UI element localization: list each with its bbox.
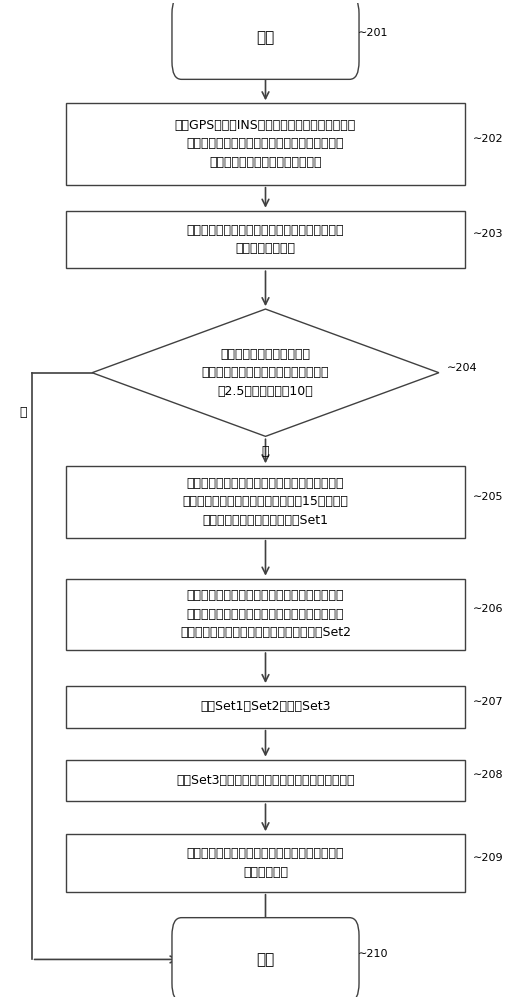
Text: ∼201: ∼201 bbox=[357, 28, 388, 38]
Text: 开始: 开始 bbox=[256, 30, 275, 45]
Text: 否: 否 bbox=[262, 445, 269, 458]
Text: 根据Set1和Set2，得到Set3: 根据Set1和Set2，得到Set3 bbox=[200, 700, 331, 713]
FancyBboxPatch shape bbox=[172, 918, 359, 1000]
Text: ∼209: ∼209 bbox=[473, 853, 504, 863]
Text: ∼204: ∼204 bbox=[447, 363, 477, 373]
Text: 根据当前时刻的定位数据，确定当前定位位置，
并获取以所述当前定位位置为中心、15米为边长
的正方形内包含的道路信息为Set1: 根据当前时刻的定位数据，确定当前定位位置， 并获取以所述当前定位位置为中心、15… bbox=[183, 477, 348, 527]
FancyBboxPatch shape bbox=[66, 579, 465, 650]
FancyBboxPatch shape bbox=[66, 760, 465, 801]
Text: 根据已经确定的匹配道路信息，在矢量地图路网
中对已经确定的匹配道路信息组成的多叉树进行
二级递归搜索，并获取搜索到的道路信息为Set2: 根据已经确定的匹配道路信息，在矢量地图路网 中对已经确定的匹配道路信息组成的多叉… bbox=[180, 589, 351, 639]
FancyBboxPatch shape bbox=[172, 0, 359, 79]
Text: 获取权值最小的候选匹配道路信息为当前时刻的
匹配道路信息: 获取权值最小的候选匹配道路信息为当前时刻的 匹配道路信息 bbox=[187, 847, 344, 879]
Text: ∼206: ∼206 bbox=[473, 604, 503, 614]
Text: 结束: 结束 bbox=[256, 952, 275, 967]
Text: ∼210: ∼210 bbox=[357, 949, 388, 959]
Text: ∼202: ∼202 bbox=[473, 134, 504, 144]
FancyBboxPatch shape bbox=[66, 211, 465, 268]
Polygon shape bbox=[92, 309, 439, 436]
Text: 获取GPS信号和INS信号的融合数据，过滤非普通
定位数据和非差分定位数据，并将过滤后的融合
数据转化为矢量地图中的定位数据: 获取GPS信号和INS信号的融合数据，过滤非普通 定位数据和非差分定位数据，并将… bbox=[175, 119, 356, 169]
Text: ∼205: ∼205 bbox=[473, 492, 503, 502]
Text: 判断当前时刻的定位数据与
前一时刻的定位数据之间的距离是否小
于2.5米且角度小于10度: 判断当前时刻的定位数据与 前一时刻的定位数据之间的距离是否小 于2.5米且角度小… bbox=[202, 348, 329, 398]
FancyBboxPatch shape bbox=[66, 686, 465, 728]
FancyBboxPatch shape bbox=[66, 466, 465, 538]
Text: ∼208: ∼208 bbox=[473, 770, 504, 780]
Text: ∼207: ∼207 bbox=[473, 697, 504, 707]
Text: ∼203: ∼203 bbox=[473, 229, 503, 239]
Text: 获取Set3中每条候选匹配道路信息分别对应的权值: 获取Set3中每条候选匹配道路信息分别对应的权值 bbox=[176, 774, 355, 787]
FancyBboxPatch shape bbox=[66, 103, 465, 185]
Text: 是: 是 bbox=[19, 406, 27, 419]
Text: 获取当前时刻的定位数据与前一时刻的定位数据
之间的距离和角度: 获取当前时刻的定位数据与前一时刻的定位数据 之间的距离和角度 bbox=[187, 224, 344, 255]
FancyBboxPatch shape bbox=[66, 834, 465, 892]
